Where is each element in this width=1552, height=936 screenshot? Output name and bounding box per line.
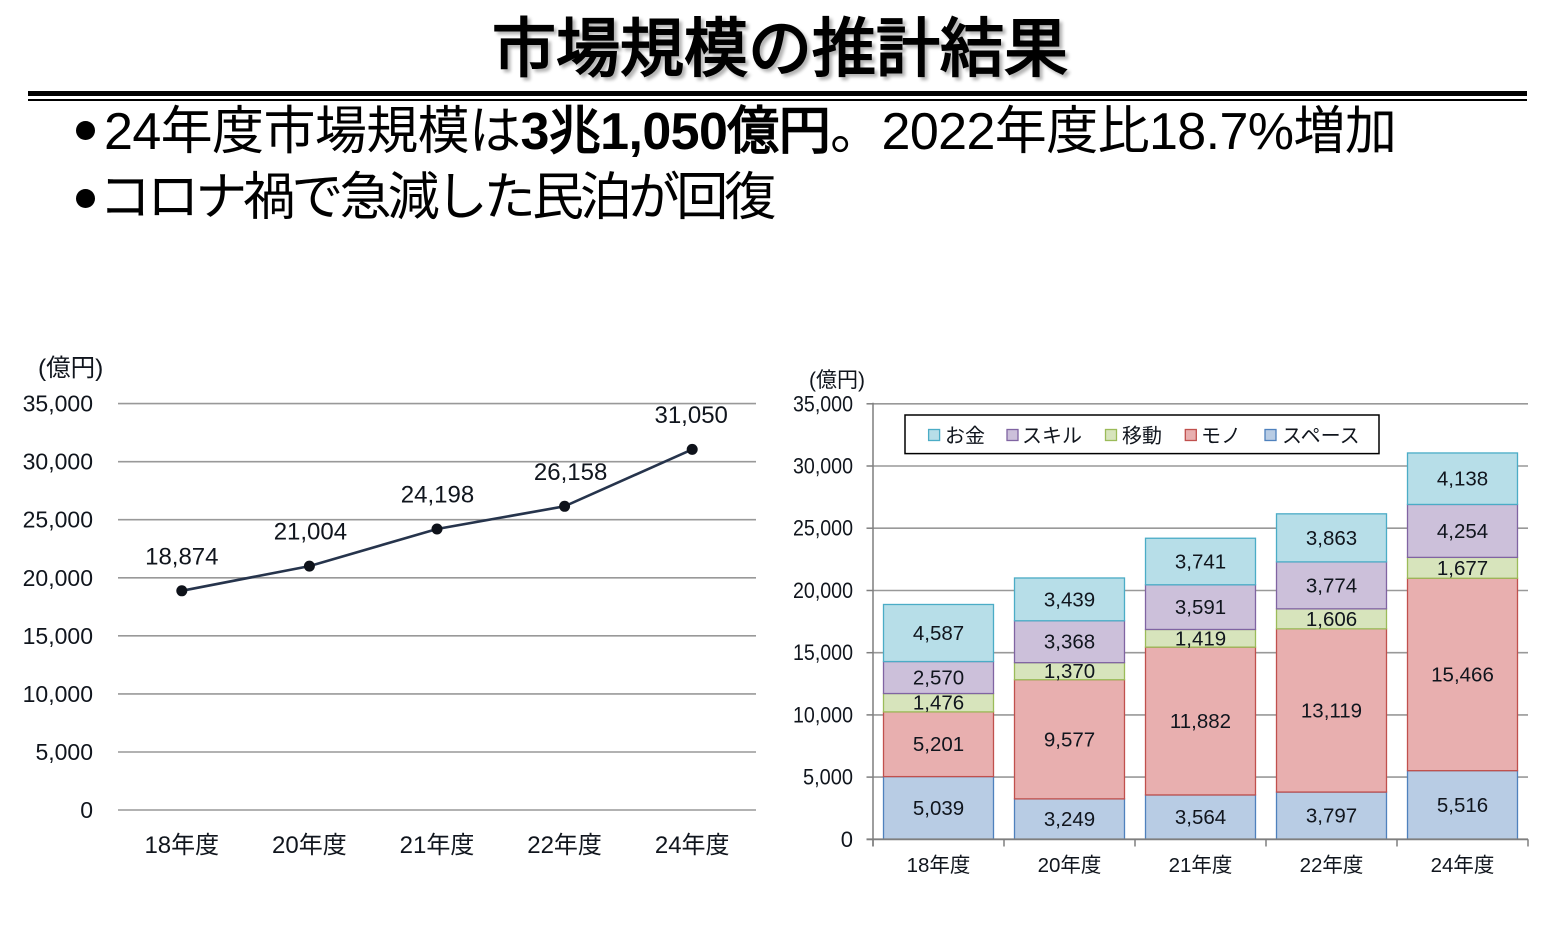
svg-text:3,368: 3,368: [1044, 631, 1095, 654]
svg-text:4,138: 4,138: [1437, 468, 1488, 491]
svg-text:3,591: 3,591: [1175, 596, 1226, 619]
svg-text:(億円): (億円): [809, 369, 865, 392]
svg-text:3,797: 3,797: [1306, 805, 1357, 828]
svg-text:11,882: 11,882: [1170, 710, 1231, 733]
svg-text:3,564: 3,564: [1175, 806, 1226, 829]
svg-text:24,198: 24,198: [401, 482, 474, 509]
svg-text:25,000: 25,000: [793, 516, 853, 541]
svg-text:18,874: 18,874: [145, 543, 218, 570]
svg-text:21,004: 21,004: [274, 519, 347, 546]
svg-text:13,119: 13,119: [1301, 699, 1362, 722]
svg-text:10,000: 10,000: [793, 702, 853, 727]
svg-text:20,000: 20,000: [793, 578, 853, 603]
svg-text:移動: 移動: [1122, 425, 1162, 448]
svg-text:15,000: 15,000: [793, 640, 853, 665]
svg-text:18年度: 18年度: [907, 854, 971, 877]
svg-text:3,741: 3,741: [1175, 551, 1226, 574]
svg-text:5,000: 5,000: [803, 765, 853, 790]
svg-text:1,370: 1,370: [1044, 660, 1095, 683]
svg-text:モノ: モノ: [1201, 426, 1241, 448]
svg-text:15,000: 15,000: [23, 623, 93, 649]
svg-text:9,577: 9,577: [1044, 728, 1095, 751]
svg-text:5,039: 5,039: [913, 797, 964, 820]
svg-text:5,201: 5,201: [913, 733, 964, 756]
svg-text:0: 0: [80, 797, 93, 823]
svg-text:5,516: 5,516: [1437, 794, 1488, 817]
svg-text:35,000: 35,000: [793, 391, 853, 416]
svg-text:0: 0: [841, 827, 853, 852]
svg-text:3,863: 3,863: [1306, 527, 1357, 550]
svg-text:30,000: 30,000: [793, 454, 853, 479]
svg-text:15,466: 15,466: [1431, 664, 1494, 687]
svg-text:3,249: 3,249: [1044, 808, 1095, 831]
svg-text:20年度: 20年度: [272, 832, 347, 859]
svg-text:1,606: 1,606: [1306, 608, 1357, 631]
svg-text:21年度: 21年度: [400, 832, 475, 859]
svg-text:31,050: 31,050: [654, 402, 727, 429]
svg-text:スペース: スペース: [1282, 426, 1360, 448]
svg-text:1,476: 1,476: [913, 692, 964, 715]
svg-text:21年度: 21年度: [1169, 854, 1233, 877]
svg-text:26,158: 26,158: [534, 459, 607, 486]
svg-text:30,000: 30,000: [23, 449, 93, 475]
svg-text:お金: お金: [945, 425, 985, 448]
svg-text:35,000: 35,000: [23, 391, 93, 417]
svg-text:スキル: スキル: [1022, 426, 1082, 448]
svg-text:20年度: 20年度: [1038, 854, 1102, 877]
svg-text:(億円): (億円): [38, 354, 103, 382]
svg-text:1,677: 1,677: [1437, 557, 1488, 580]
svg-text:22年度: 22年度: [527, 832, 602, 859]
svg-text:10,000: 10,000: [23, 681, 93, 707]
svg-text:24年度: 24年度: [1431, 854, 1495, 877]
svg-text:5,000: 5,000: [35, 739, 93, 765]
svg-text:4,254: 4,254: [1437, 520, 1488, 543]
svg-text:3,774: 3,774: [1306, 574, 1357, 597]
svg-text:3,439: 3,439: [1044, 588, 1095, 611]
svg-text:18年度: 18年度: [144, 832, 219, 859]
svg-text:2,570: 2,570: [913, 667, 964, 690]
svg-text:22年度: 22年度: [1300, 854, 1364, 877]
svg-text:4,587: 4,587: [913, 622, 964, 645]
svg-text:1,419: 1,419: [1175, 627, 1226, 650]
svg-text:25,000: 25,000: [23, 507, 93, 533]
svg-text:20,000: 20,000: [23, 565, 93, 591]
svg-text:24年度: 24年度: [655, 832, 730, 859]
